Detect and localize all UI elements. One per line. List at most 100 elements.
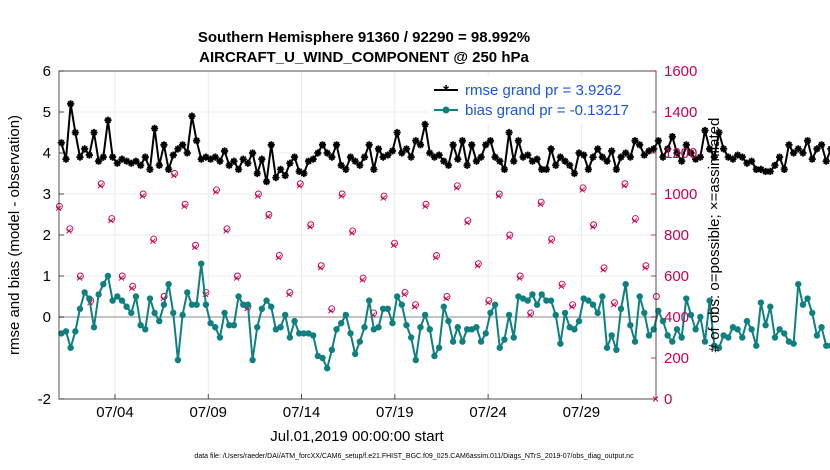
bias-point bbox=[454, 324, 461, 331]
rmse-point bbox=[421, 120, 429, 128]
obs-assimilated-point bbox=[170, 172, 177, 179]
rmse-point bbox=[664, 145, 672, 153]
bias-point bbox=[412, 356, 420, 364]
rmse-point bbox=[631, 137, 639, 145]
rmse-point bbox=[584, 165, 592, 173]
y-right-tick-label: 800 bbox=[664, 227, 689, 244]
bias-point bbox=[403, 322, 410, 329]
bias-point bbox=[706, 297, 713, 304]
obs-assimilated-point bbox=[66, 228, 72, 234]
bias-point bbox=[160, 301, 168, 308]
y-right-tick-label: 600 bbox=[664, 268, 689, 285]
rmse-point bbox=[132, 157, 140, 165]
obs-assimilated-point bbox=[631, 217, 638, 224]
rmse-point bbox=[682, 141, 690, 149]
obs-assimilated-point bbox=[558, 283, 565, 290]
bias-point bbox=[356, 338, 364, 345]
rmse-point bbox=[290, 153, 299, 161]
obs-assimilated-point bbox=[76, 275, 83, 281]
bias-point bbox=[725, 334, 732, 341]
y-tick-label: 0 bbox=[43, 309, 51, 326]
rmse-point bbox=[178, 141, 187, 149]
rmse-point bbox=[407, 153, 415, 161]
rmse-point bbox=[113, 159, 121, 167]
rmse-point bbox=[757, 165, 765, 173]
rmse-point bbox=[90, 128, 98, 137]
rmse-point bbox=[374, 145, 383, 153]
rmse-point bbox=[533, 155, 541, 163]
x-axis-label: Jul.01,2019 00:00:00 start bbox=[270, 428, 444, 445]
rmse-point bbox=[519, 153, 527, 161]
rmse-point bbox=[636, 141, 644, 149]
rmse-point bbox=[440, 157, 448, 165]
x-tick-label: 07/04 bbox=[96, 404, 134, 421]
obs-assimilated-point bbox=[642, 264, 648, 271]
bias-point bbox=[226, 322, 233, 329]
rmse-point bbox=[332, 141, 341, 149]
rmse-point bbox=[514, 137, 523, 145]
bias-point bbox=[818, 324, 825, 331]
bias-point bbox=[776, 326, 783, 333]
bias-point bbox=[636, 293, 643, 300]
rmse-point bbox=[510, 157, 518, 165]
rmse-point bbox=[416, 141, 425, 149]
bias-point bbox=[249, 356, 256, 364]
bias-point bbox=[81, 289, 88, 296]
obs-assimilated-point bbox=[265, 213, 271, 220]
bias-point bbox=[295, 330, 303, 337]
rmse-point bbox=[813, 145, 821, 153]
rmse-point bbox=[496, 157, 504, 165]
y-right-tick-label: 1400 bbox=[664, 104, 697, 121]
bias-point bbox=[445, 317, 452, 325]
rmse-point bbox=[444, 161, 453, 169]
y-tick-label: 1 bbox=[43, 268, 51, 285]
rmse-point bbox=[262, 178, 271, 186]
bias-point bbox=[323, 365, 331, 372]
bias-point bbox=[342, 311, 350, 319]
rmse-point bbox=[76, 153, 84, 161]
rmse-point bbox=[118, 155, 126, 163]
bias-point bbox=[351, 350, 359, 358]
rmse-point bbox=[603, 157, 611, 165]
rmse-point bbox=[752, 165, 760, 173]
obs-assimilated-point bbox=[600, 267, 607, 273]
rmse-point bbox=[524, 151, 532, 159]
rmse-point bbox=[351, 157, 359, 165]
obs-assimilated-point bbox=[537, 201, 544, 208]
bias-point bbox=[510, 334, 517, 341]
x-tick-label: 07/19 bbox=[376, 404, 414, 421]
rmse-point bbox=[398, 149, 406, 157]
rmse-series-layer bbox=[57, 100, 830, 186]
bias-point bbox=[202, 301, 210, 308]
obs-assimilated-point bbox=[621, 182, 627, 189]
obs-assimilated-point bbox=[610, 301, 617, 308]
bias-point bbox=[575, 317, 583, 325]
obs-assimilated-point bbox=[349, 230, 355, 236]
y-right-tick-label: 1200 bbox=[664, 145, 697, 162]
bias-point bbox=[282, 311, 289, 319]
y-tick-label: 2 bbox=[43, 227, 51, 244]
rmse-point bbox=[276, 165, 285, 173]
rmse-point bbox=[230, 157, 238, 165]
bias-point bbox=[384, 305, 392, 312]
bias-point bbox=[743, 317, 751, 325]
bias-point bbox=[753, 342, 760, 349]
bias-point bbox=[683, 295, 690, 302]
bias-point bbox=[156, 317, 163, 325]
bias-point bbox=[795, 281, 802, 288]
legend-box bbox=[427, 76, 653, 124]
bias-point bbox=[90, 324, 98, 331]
bias-point bbox=[599, 293, 606, 300]
obs-assimilated-point bbox=[118, 275, 125, 281]
bias-point bbox=[585, 297, 592, 304]
y-tick-label: 3 bbox=[43, 186, 51, 203]
bias-point bbox=[67, 344, 74, 351]
bias-point bbox=[799, 301, 807, 308]
rmse-point bbox=[234, 165, 243, 173]
x-tick-label: 07/24 bbox=[469, 404, 507, 421]
rmse-point bbox=[435, 151, 443, 159]
y-tick-label: 4 bbox=[43, 145, 51, 162]
rmse-point bbox=[295, 167, 303, 176]
obs-assimilated-point bbox=[97, 182, 104, 189]
bias-point bbox=[669, 338, 676, 345]
